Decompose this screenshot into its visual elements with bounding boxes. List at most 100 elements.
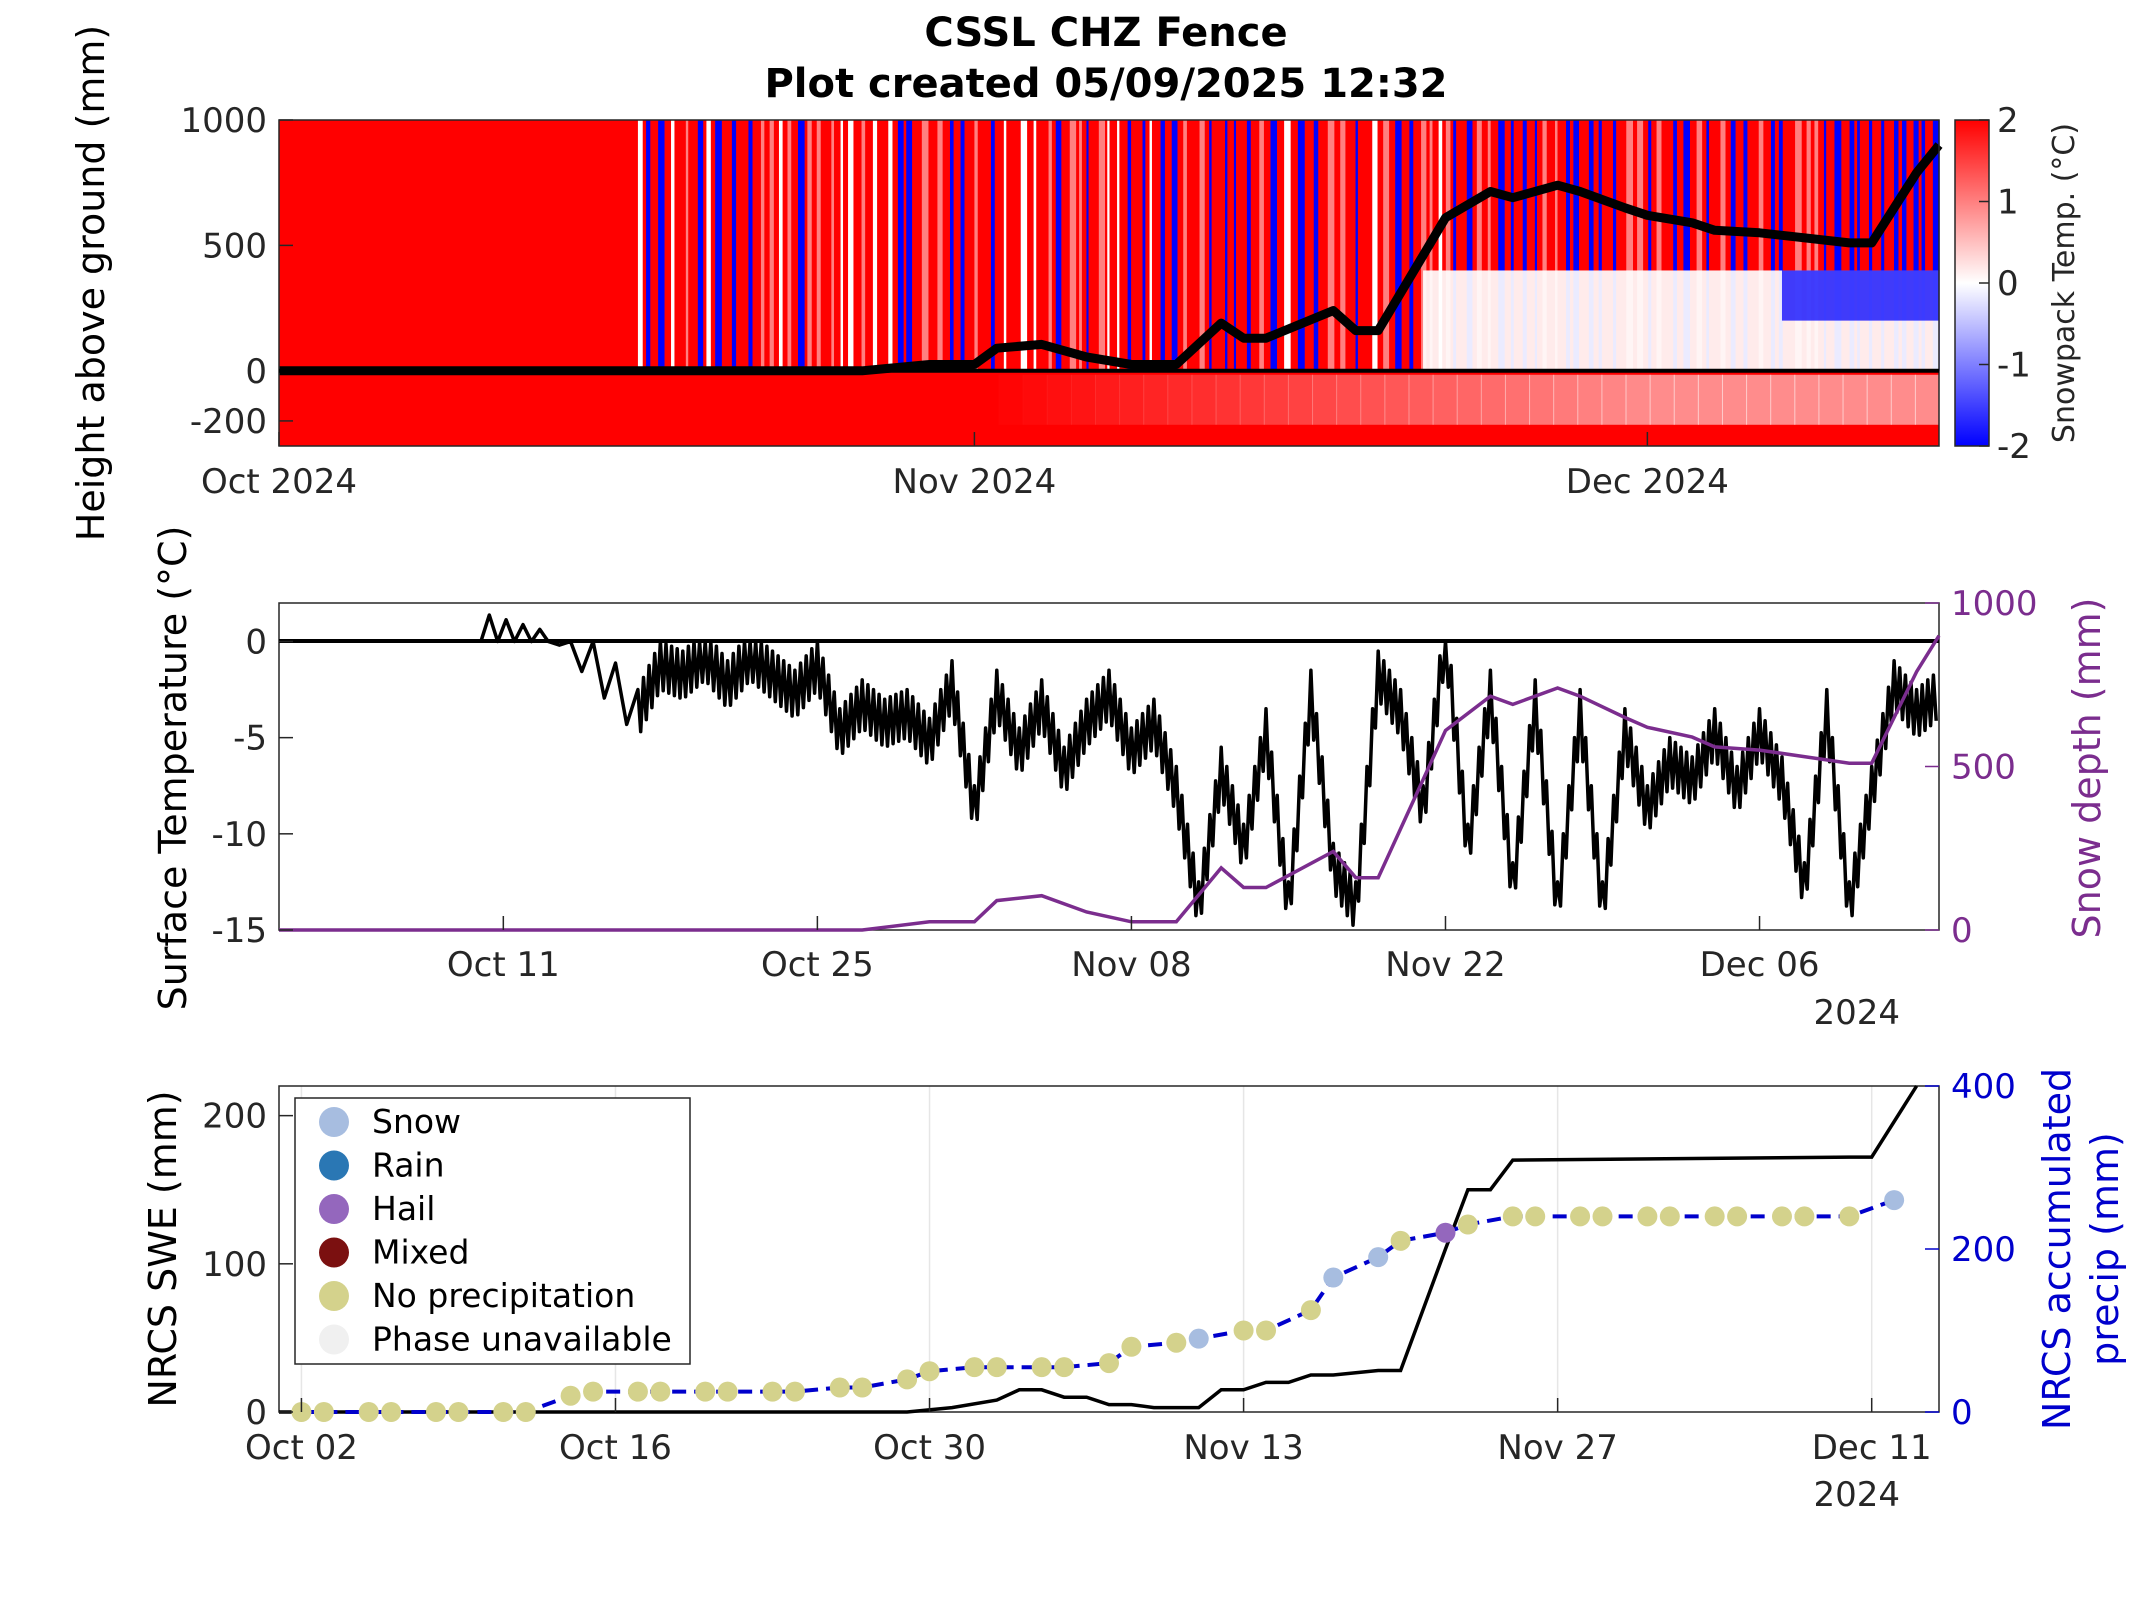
heatmap-cell-stripe (797, 120, 805, 371)
heatmap-cell-soil-band (1022, 374, 1048, 425)
heatmap-cell-stripe (848, 120, 854, 371)
snow-depth-y-tick-label: 1000 (1951, 584, 2038, 624)
heatmap-cell-soil-band (1553, 374, 1579, 425)
precip-marker-no-precip (829, 1377, 850, 1398)
heatmap-cell-stripe (1498, 120, 1505, 371)
heatmap-cell-stripe (1706, 120, 1710, 371)
colorbar (1954, 119, 1990, 447)
heatmap-cell-soil-band (1167, 374, 1193, 425)
precip-marker-no-precip (1457, 1214, 1478, 1235)
heatmap-cell-stripe (637, 120, 643, 371)
heatmap-cell-stripe (1588, 120, 1594, 371)
precip-marker-no-precip (381, 1402, 402, 1422)
colorbar-tick-label: 2 (1997, 101, 2019, 141)
swe-x-tick-label: Dec 11 (1812, 1428, 1932, 1468)
heatmap-cell-stripe (1259, 120, 1264, 371)
heatmap-cell-soil-band (1529, 374, 1555, 425)
heatmap-cell-stripe (1098, 120, 1106, 371)
snowpack-temperature-panel: 1000 500 0 -200 Oct 2024 Nov 2024 Dec 2024 He… (69, 25, 2082, 542)
heatmap-cell-stripe (1246, 120, 1251, 371)
precip-marker-no-precip (1525, 1206, 1546, 1227)
heatmap-cell-soil-band (1890, 374, 1916, 425)
precip-marker-no-precip (1233, 1320, 1254, 1341)
heatmap-cell-stripe (960, 120, 965, 371)
heatmap-cell-stripe (1055, 120, 1062, 371)
heatmap-cell-soil-band (1239, 374, 1265, 425)
swe-precip-panel: 0 100 200 0 200 400 Oct 02 Oct 16 Oct 30 Nov 13… (141, 1067, 2127, 1515)
surface-temp-y-tick-label: -5 (233, 719, 267, 759)
heatmap-cell-stripe (1901, 120, 1907, 371)
heatmap-cell-stripe (1409, 120, 1414, 371)
precip-marker-no-precip (560, 1385, 581, 1406)
precip-marker-no-precip (1794, 1206, 1815, 1227)
precip-marker-snow (1188, 1328, 1209, 1349)
heatmap-cell-stripe (1466, 120, 1473, 371)
heatmap-cell-stripe (1921, 120, 1926, 371)
heatmap-cell-stripe (1542, 120, 1547, 371)
surface-temp-x-tick-label: Oct 25 (761, 945, 874, 985)
heatmap-cell-stripe (840, 120, 844, 371)
heatmap-cell-stripe (1730, 120, 1736, 371)
heatmap-cell-stripe (1648, 120, 1652, 371)
heatmap-cell-soil-band (1770, 374, 1796, 425)
snow-depth-overlay-line (279, 142, 1943, 376)
heatmap-cell-stripe (697, 120, 704, 371)
heatmap-x-tick-label: Nov 2024 (893, 462, 1057, 502)
precip-marker-hail (1435, 1222, 1456, 1243)
heatmap-cell-stripe (1438, 120, 1443, 371)
precip-marker-no-precip (583, 1381, 604, 1402)
heatmap-cell-stripe (778, 120, 783, 371)
heatmap-cell-soil-band (1312, 374, 1338, 425)
colorbar-tick-label: 0 (1997, 264, 2019, 304)
heatmap-cell-stripe (1270, 120, 1277, 371)
heatmap-cell-stripe (1327, 120, 1335, 371)
heatmap-cell-stripe (1069, 120, 1077, 371)
heatmap-cell-stripe (685, 120, 689, 371)
heatmap-cell-soil-band (1360, 374, 1386, 425)
heatmap-x-tick-label: Oct 2024 (201, 462, 357, 502)
heatmap-cell-soil-band (1480, 374, 1506, 425)
precip-marker-no-precip (1054, 1357, 1075, 1378)
precip-y-label-line1: NRCS accumulated (2035, 1068, 2079, 1430)
swe-y-tick-label: 100 (202, 1245, 267, 1285)
swe-y-tick-label: 0 (245, 1393, 267, 1433)
legend-marker-hail (319, 1194, 349, 1224)
surface-temp-x-tick-label: Oct 11 (447, 945, 560, 985)
heatmap-cell-stripe (1183, 120, 1187, 371)
heatmap-cell-stripe (1372, 120, 1378, 371)
swe-x-tick-label: Oct 02 (245, 1428, 358, 1468)
heatmap-cell-stripe (861, 120, 866, 371)
heatmap-cell-stripe (1554, 120, 1558, 371)
heatmap-cell-stripe (1696, 120, 1703, 371)
heatmap-cell-soil-band (1697, 374, 1723, 425)
heatmap-cell-stripe (1453, 120, 1457, 371)
surface-temp-y-tick-label: 0 (245, 622, 267, 662)
heatmap-cell-stripe (1683, 120, 1691, 371)
heatmap-cell-soil-band (1721, 374, 1748, 425)
precip-marker-snow (1323, 1267, 1344, 1288)
precip-marker-no-precip (313, 1402, 334, 1422)
heatmap-cell-soil-band (1577, 374, 1603, 425)
surface-temp-x-tick-label: Nov 22 (1385, 945, 1505, 985)
heatmap-cell-stripe (1720, 120, 1726, 371)
heatmap-cell-stripe (1297, 120, 1305, 371)
heatmap-cell-stripe (807, 120, 812, 371)
heatmap-y-tick-label: 500 (202, 226, 267, 266)
surface-temperature-line (479, 613, 1938, 927)
heatmap-cell-stripe (1107, 120, 1110, 371)
swe-y-ticks: 0 100 200 (202, 1097, 293, 1433)
surface-temp-y-tick-label: -10 (211, 815, 267, 855)
heatmap-cell-stripe (937, 120, 943, 371)
legend-marker-no-precipitation (319, 1281, 349, 1311)
heatmap-cell-stripe (1149, 120, 1152, 371)
heatmap-cell-stripe (1313, 120, 1319, 371)
colorbar-tick-label: 1 (1997, 183, 2019, 223)
heatmap-frame (278, 119, 1940, 447)
precip-marker-no-precip (1166, 1332, 1187, 1353)
heatmap-cell-stripe (1894, 120, 1899, 371)
precip-marker-no-precip (627, 1381, 648, 1402)
legend-marker-mixed (319, 1237, 349, 1268)
precip-marker-no-precip (852, 1377, 873, 1398)
heatmap-cell-soil-band (1818, 374, 1844, 425)
